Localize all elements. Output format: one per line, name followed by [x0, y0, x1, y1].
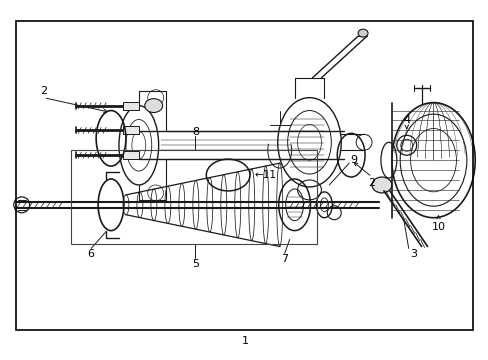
Text: 2: 2	[367, 178, 375, 188]
Bar	[122, 102, 139, 109]
Bar	[122, 151, 139, 159]
Text: 2: 2	[40, 86, 47, 96]
Ellipse shape	[371, 177, 391, 193]
Text: 5: 5	[191, 259, 199, 269]
Ellipse shape	[144, 99, 163, 113]
Ellipse shape	[357, 29, 367, 37]
Text: 8: 8	[191, 127, 199, 138]
Text: 3: 3	[409, 249, 416, 260]
Text: 10: 10	[430, 222, 445, 231]
Bar	[122, 126, 139, 134]
Bar	[71, 150, 317, 244]
Bar	[17, 21, 471, 330]
Text: 6: 6	[87, 249, 95, 260]
Text: 7: 7	[281, 255, 287, 264]
Text: 9: 9	[350, 155, 357, 165]
Text: ←11: ←11	[254, 170, 276, 180]
Text: 1: 1	[241, 336, 248, 346]
Text: 4: 4	[402, 116, 409, 126]
